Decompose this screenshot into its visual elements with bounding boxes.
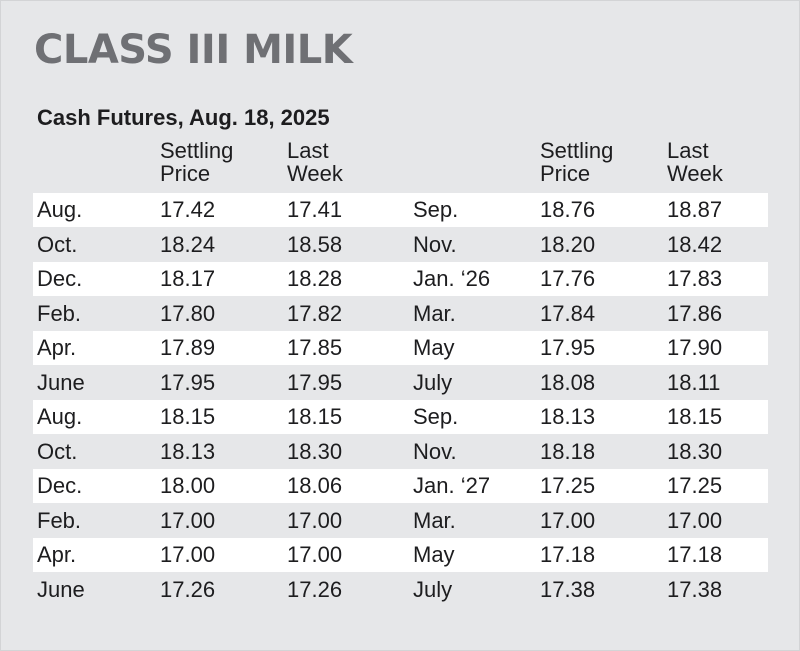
table-row: Aug. 18.15 18.15 Sep. 18.13 18.15 [33,400,768,434]
last-week-left: 18.30 [287,438,343,464]
month-left: Apr. [37,335,77,360]
settling-price-right: 18.13 [540,404,596,429]
table-subtitle: Cash Futures, Aug. 18, 2025 [37,105,330,130]
table-row: June 17.95 17.95 July 18.08 18.11 [33,366,768,400]
table-row: Dec. 18.00 18.06 Jan. ‘27 17.25 17.25 [33,469,768,503]
last-week-left: 17.00 [287,507,343,533]
settling-price-left: 17.26 [160,576,216,602]
last-week-right: 17.90 [667,335,723,360]
settling-price-right: 17.84 [540,300,596,326]
last-week-right: 18.15 [667,404,723,429]
last-week-left: 17.82 [287,300,343,326]
month-left: Dec. [37,266,83,291]
settling-price-left: 17.00 [160,507,216,533]
table-row: June 17.26 17.26 July 17.38 17.38 [33,573,768,607]
settling-price-right: 18.20 [540,231,596,257]
settling-price-left: 18.24 [160,231,216,257]
settling-price-left: 18.13 [160,438,216,464]
last-week-right: 18.30 [667,438,723,464]
month-right: July [413,576,453,602]
last-week-left: 17.00 [287,542,343,567]
settling-price-left: 17.89 [160,335,216,360]
table-row: Aug. 17.42 17.41 Sep. 18.76 18.87 [33,193,768,227]
month-left: Feb. [37,507,82,533]
month-left: Oct. [37,438,78,464]
header-settling-price-right: Settling Price [540,138,614,186]
last-week-left: 17.85 [287,335,343,360]
header-settling-price-left: Settling Price [160,138,234,186]
settling-price-left: 18.00 [160,473,216,498]
last-week-left: 17.26 [287,576,343,602]
settling-price-right: 17.00 [540,507,596,533]
table-row: Dec. 18.17 18.28 Jan. ‘26 17.76 17.83 [33,262,768,296]
settling-price-right: 18.08 [540,369,596,395]
last-week-left: 18.58 [287,231,343,257]
settling-price-left: 17.00 [160,542,216,567]
last-week-right: 17.83 [667,266,723,291]
page-title: CLASS III MILK [34,27,353,73]
last-week-left: 18.28 [287,266,343,291]
month-left: Feb. [37,300,82,326]
header-last-week-left: Last Week [287,138,343,186]
last-week-right: 18.87 [667,197,723,222]
month-left: June [37,576,85,602]
month-left: Aug. [37,197,83,222]
settling-price-right: 17.25 [540,473,596,498]
month-right: Jan. ‘26 [413,266,491,291]
table-row: Feb. 17.00 17.00 Mar. 17.00 17.00 [33,504,768,538]
month-right: July [413,369,453,395]
settling-price-left: 18.17 [160,266,216,291]
last-week-left: 17.41 [287,197,343,222]
last-week-left: 17.95 [287,369,343,395]
month-right: May [413,335,455,360]
month-right: Mar. [413,507,456,533]
settling-price-left: 17.42 [160,197,216,222]
settling-price-right: 17.95 [540,335,596,360]
month-right: Jan. ‘27 [413,473,491,498]
last-week-right: 17.00 [667,507,723,533]
last-week-right: 18.11 [667,369,721,395]
month-right: Mar. [413,300,456,326]
table-row: Oct. 18.13 18.30 Nov. 18.18 18.30 [33,435,768,469]
table-row: Feb. 17.80 17.82 Mar. 17.84 17.86 [33,297,768,331]
settling-price-left: 18.15 [160,404,216,429]
month-right: Sep. [413,197,459,222]
settling-price-right: 17.18 [540,542,596,567]
month-right: May [413,542,455,567]
month-right: Nov. [413,438,457,464]
settling-price-right: 17.38 [540,576,596,602]
month-right: Sep. [413,404,459,429]
last-week-right: 17.25 [667,473,723,498]
settling-price-right: 17.76 [540,266,596,291]
table-row: Oct. 18.24 18.58 Nov. 18.20 18.42 [33,228,768,262]
last-week-left: 18.06 [287,473,343,498]
month-right: Nov. [413,231,457,257]
settling-price-left: 17.95 [160,369,216,395]
settling-price-right: 18.18 [540,438,596,464]
last-week-right: 17.18 [667,542,723,567]
table-row: Apr. 17.89 17.85 May 17.95 17.90 [33,331,768,365]
month-left: Aug. [37,404,83,429]
month-left: June [37,369,85,395]
last-week-right: 18.42 [667,231,723,257]
header-last-week-right: Last Week [667,138,723,186]
month-left: Dec. [37,473,83,498]
last-week-right: 17.86 [667,300,723,326]
settling-price-right: 18.76 [540,197,596,222]
settling-price-left: 17.80 [160,300,216,326]
month-left: Apr. [37,542,77,567]
table-row: Apr. 17.00 17.00 May 17.18 17.18 [33,538,768,572]
month-left: Oct. [37,231,78,257]
last-week-left: 18.15 [287,404,343,429]
last-week-right: 17.38 [667,576,723,602]
